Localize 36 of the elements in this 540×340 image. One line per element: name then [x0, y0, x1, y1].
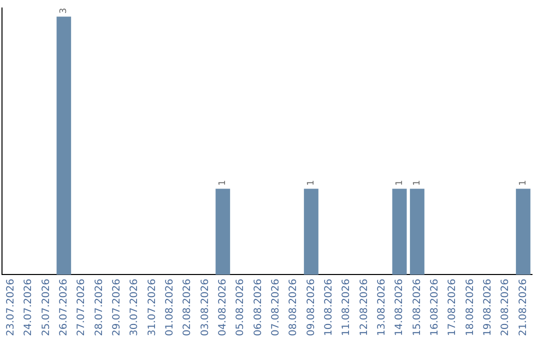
x-tick-label: 23.07.2026: [5, 278, 16, 336]
x-tick-label: 30.07.2026: [129, 278, 140, 336]
x-tick-label: 01.08.2026: [164, 278, 176, 336]
x-tick-label: 26.07.2026: [58, 278, 70, 336]
x-tick-label: 21.08.2026: [518, 278, 529, 336]
x-tick-label: 16.08.2026: [429, 278, 440, 336]
x-tick-label: 24.07.2026: [23, 278, 34, 336]
x-tick-label: 31.07.2026: [146, 278, 158, 336]
x-tick-label: 12.08.2026: [358, 278, 370, 336]
data-label: 3: [59, 8, 70, 14]
x-tick-label: 19.08.2026: [482, 278, 494, 336]
data-label: 1: [412, 180, 423, 186]
x-tick-label: 11.08.2026: [341, 278, 352, 336]
x-tick-label: 17.08.2026: [447, 278, 458, 336]
x-tick-label: 10.08.2026: [323, 278, 334, 336]
x-tick-label: 07.08.2026: [270, 278, 282, 336]
x-tick-label: 03.08.2026: [200, 278, 211, 336]
x-tick-label: 25.07.2026: [40, 278, 52, 336]
x-tick-label: 20.08.2026: [500, 278, 512, 336]
x-tick-label: 29.07.2026: [111, 278, 122, 336]
x-tick-label: 14.08.2026: [394, 278, 406, 336]
x-tick-label: 28.07.2026: [94, 278, 105, 336]
x-tick-label: 08.08.2026: [288, 278, 300, 336]
x-tick-label: 05.08.2026: [235, 278, 246, 336]
x-tick-label: 02.08.2026: [182, 278, 194, 336]
x-tick-label: 09.08.2026: [306, 278, 317, 336]
x-tick-label: 13.08.2026: [376, 278, 388, 336]
x-tick-label: 27.07.2026: [76, 278, 88, 336]
data-label: 1: [518, 180, 529, 186]
data-label: 1: [394, 180, 405, 186]
x-tick-label: 06.08.2026: [252, 278, 264, 336]
x-tick-label: 04.08.2026: [217, 278, 228, 336]
data-label: 1: [306, 180, 317, 186]
data-label: 1: [218, 180, 228, 186]
x-tick-label: 15.08.2026: [412, 278, 423, 336]
x-tick-label: 18.08.2026: [464, 278, 476, 336]
